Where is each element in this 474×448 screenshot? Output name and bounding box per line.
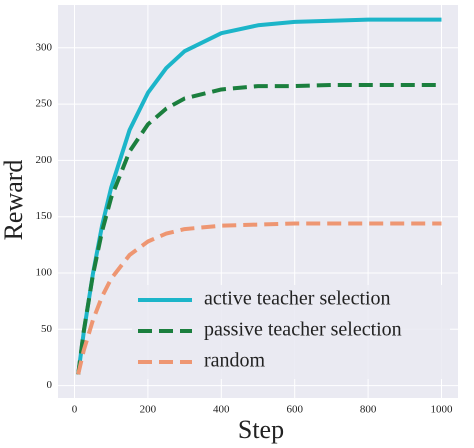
y-tick-label: 150: [36, 210, 53, 222]
series-line: [76, 82, 442, 375]
legend-label: active teacher selection: [204, 288, 391, 310]
y-tick-label: 50: [41, 323, 53, 335]
x-tick-label: 1000: [430, 404, 453, 416]
x-tick-label: 0: [72, 404, 78, 416]
y-tick-label: 300: [36, 41, 53, 53]
x-tick-label: 400: [213, 404, 230, 416]
legend-box: [132, 285, 450, 379]
x-tick-label: 800: [360, 404, 377, 416]
y-axis-label: Reward: [0, 160, 28, 241]
y-tick-label: 200: [36, 154, 53, 166]
series-line: [76, 221, 442, 375]
x-tick-label: 200: [140, 404, 157, 416]
y-tick-label: 250: [36, 98, 53, 110]
legend-label: passive teacher selection: [204, 319, 402, 341]
series-line: [76, 17, 442, 375]
y-tick-label: 0: [47, 379, 53, 391]
x-tick-label: 600: [286, 404, 303, 416]
x-axis-label: Step: [238, 415, 284, 444]
legend-label: random: [204, 350, 266, 372]
y-tick-label: 100: [36, 267, 53, 279]
